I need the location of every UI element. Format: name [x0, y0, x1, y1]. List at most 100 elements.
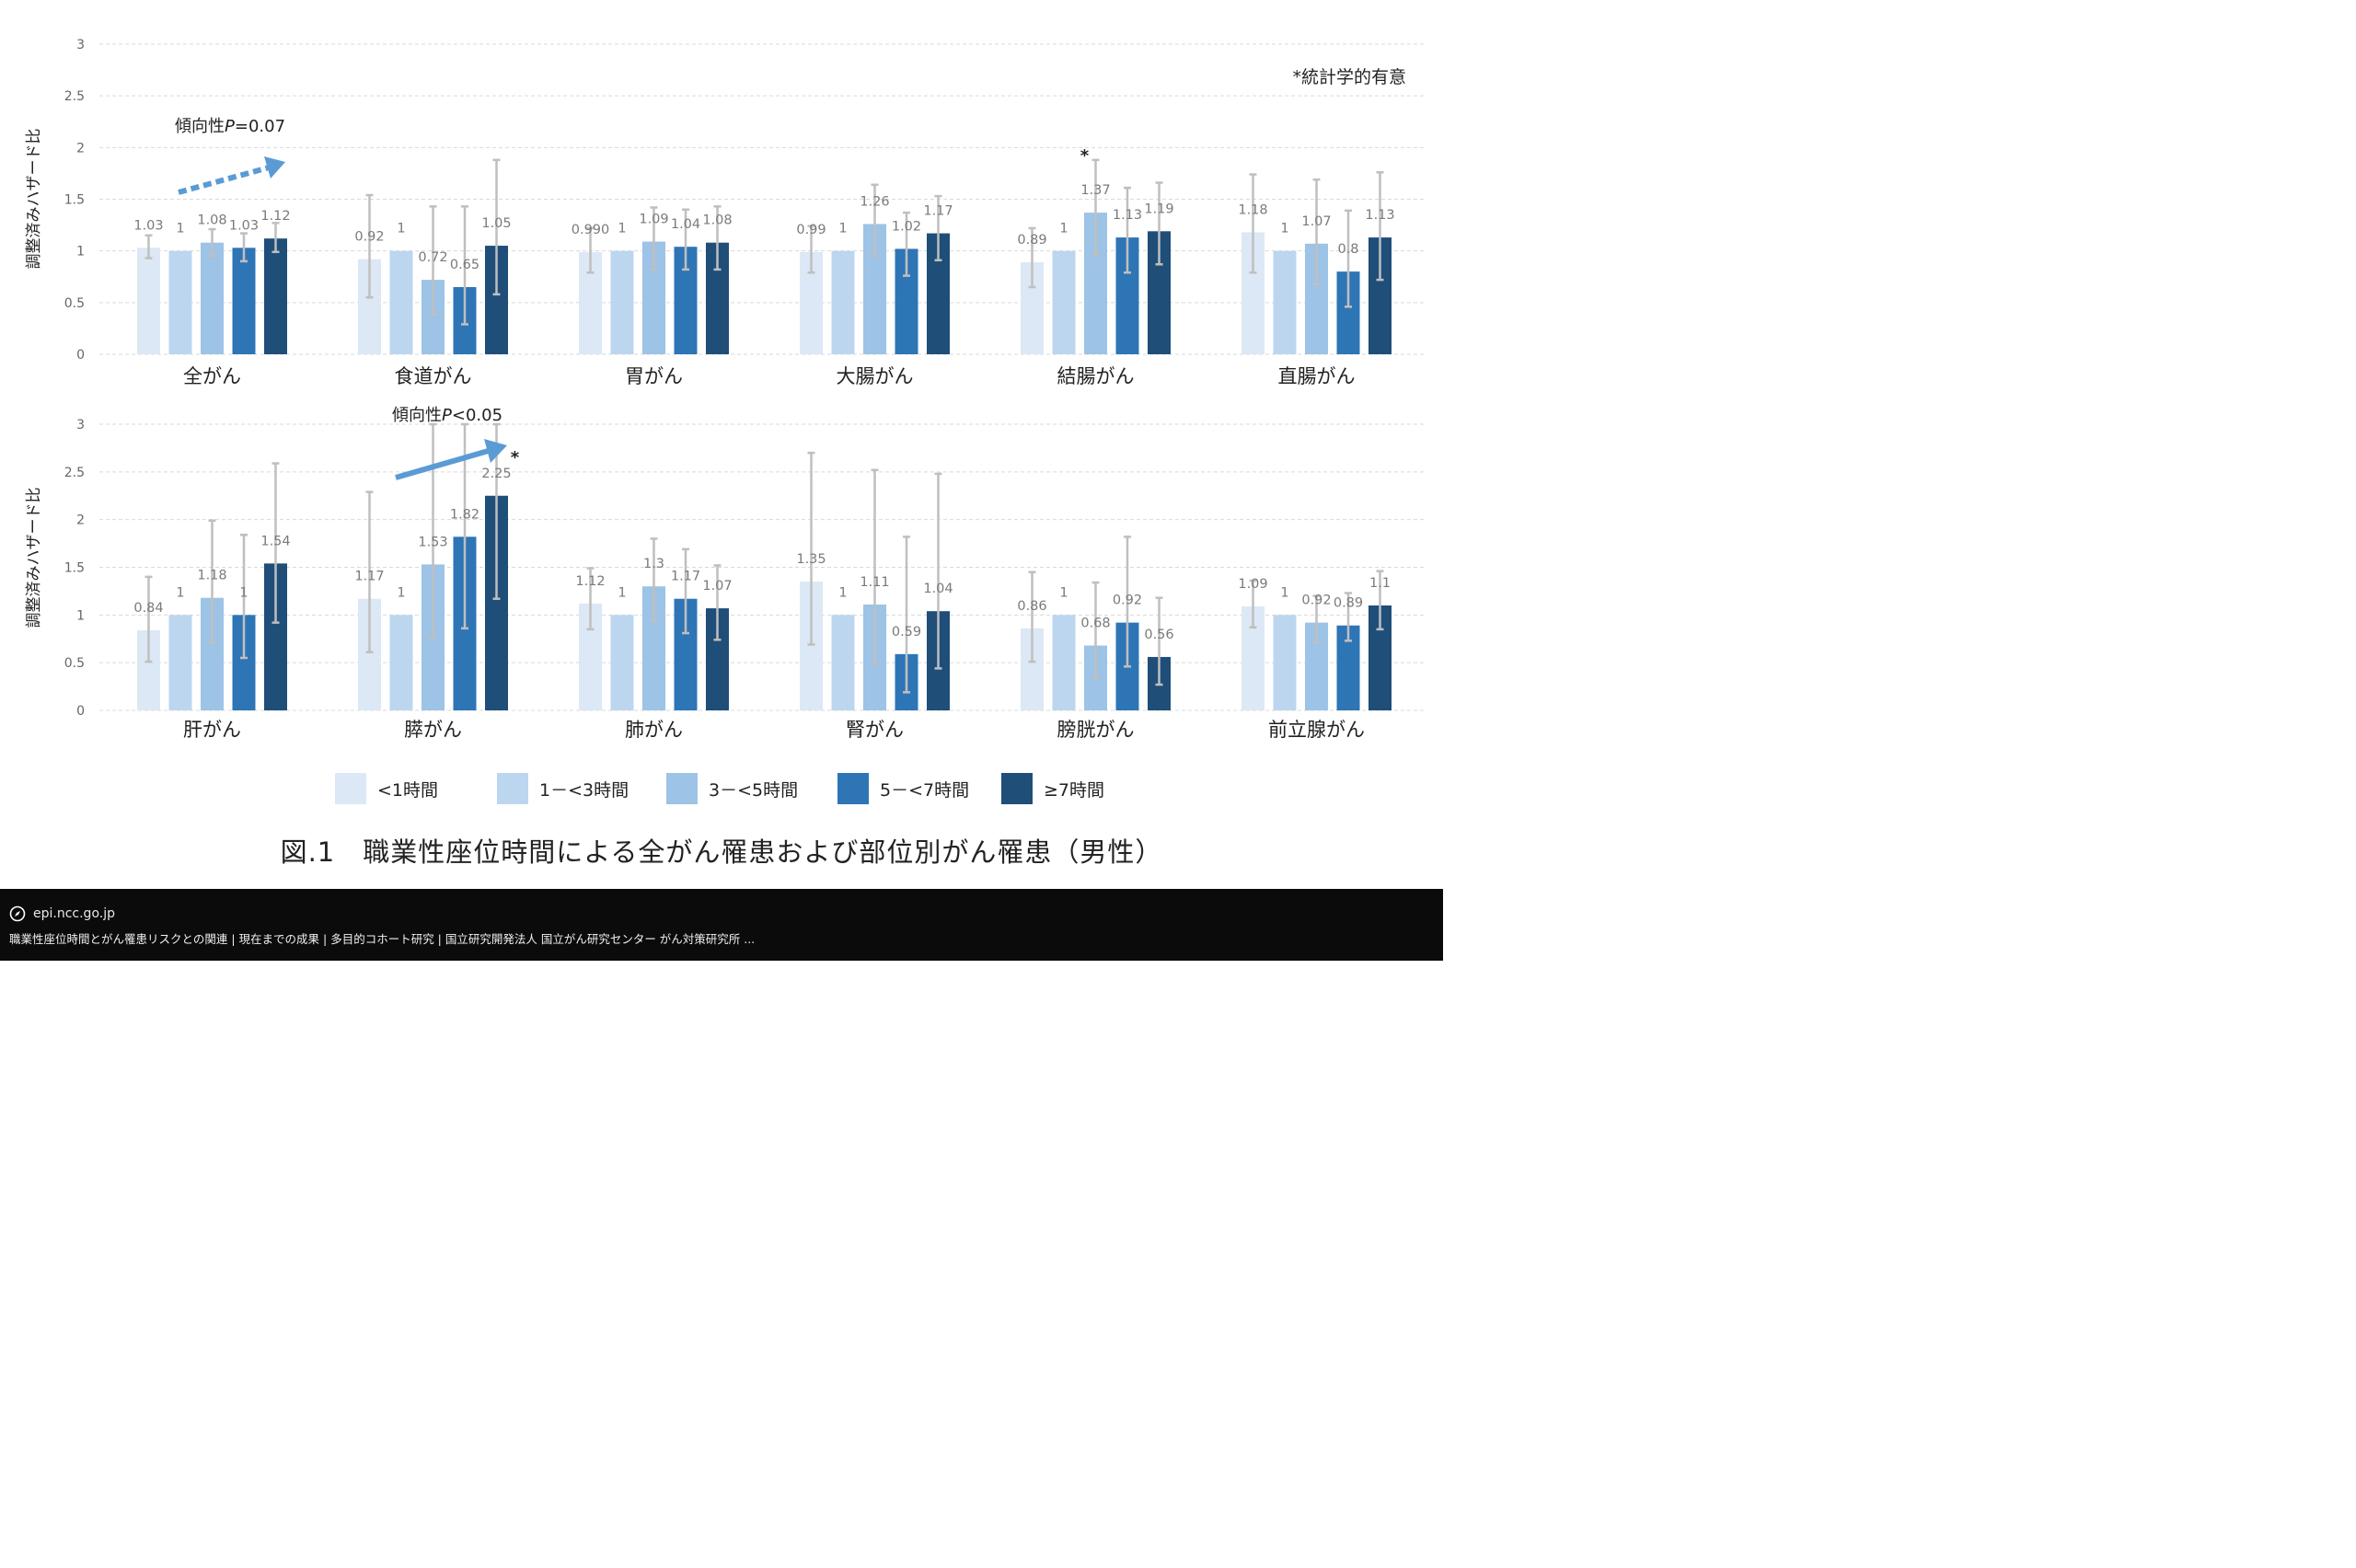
legend-label: 1－<3時間	[539, 779, 629, 801]
panel-1-y-tick-label: 0	[76, 348, 85, 363]
panel-2-y-tick-label: 3	[76, 418, 85, 432]
panel-1-bar	[610, 250, 634, 354]
panel-1-y-tick-label: 1	[76, 245, 85, 259]
source-domain[interactable]: epi.ncc.go.jp	[33, 906, 115, 921]
panel-2-data-label: 0.56	[1144, 628, 1173, 642]
source-bar[interactable]: epi.ncc.go.jp 職業性座位時間とがん罹患リスクとの関連 | 現在まで…	[0, 889, 1443, 961]
panel-1-data-label: 1.13	[1113, 208, 1142, 223]
panel-1-data-label: 1.13	[1365, 208, 1394, 223]
panel-2-y-tick-label: 0	[76, 704, 85, 719]
legend-swatch	[335, 773, 366, 804]
panel-1-bar	[831, 250, 855, 354]
panel-2-y-tick-label: 2.5	[64, 466, 85, 480]
panel-2-category-label: 肝がん	[183, 719, 241, 741]
panel-1-data-label: 1.08	[702, 213, 732, 228]
panel-2-data-label: 0.68	[1080, 617, 1110, 631]
panel-2-data-label: 0.59	[892, 625, 921, 640]
source-domain-row: epi.ncc.go.jp	[9, 905, 115, 922]
panel-2-data-label: 0.86	[1017, 599, 1046, 614]
trend-arrowhead	[264, 156, 285, 179]
panel-2-data-label: 1.11	[860, 575, 889, 590]
panel-1-bar	[168, 250, 192, 354]
panel-2-bar	[1052, 615, 1076, 710]
trend-arrow-dotted	[178, 164, 273, 195]
panel-2-category-label: 膵がん	[404, 719, 462, 741]
trend-arrow-solid	[395, 447, 492, 480]
panel-2-data-label: 1.17	[671, 570, 700, 584]
legend-item: ≥7時間	[1001, 770, 1104, 807]
panel-2-category-label: 肺がん	[625, 719, 683, 741]
legend-item: 3－<5時間	[666, 770, 798, 807]
panel-1-y-tick-label: 2.5	[64, 89, 85, 104]
panel-1-data-label: 1.03	[133, 218, 163, 233]
panel-1-trend-label: 傾向性P=0.07	[175, 117, 285, 136]
panel-1-data-label: 1.02	[892, 219, 921, 234]
panel-1-data-label: 1.19	[1144, 202, 1173, 216]
panel-2-data-label: 1.35	[796, 552, 826, 567]
panel-2-significance-asterisk: *	[511, 448, 520, 467]
panel-1-data-label: 0.89	[1017, 233, 1046, 248]
figure: 調整済みハザード比 0 0.5 1 1.5 2 2.5 3 1.03 1 1.08 1.03 1.12 全…	[0, 0, 1443, 889]
panel-2-bar	[1273, 615, 1297, 710]
panel-2-data-label: 1.18	[197, 569, 226, 583]
panel-2-data-label: 1.12	[575, 574, 605, 589]
panel-1-category-label: 全がん	[183, 365, 241, 387]
legend-label: 5－<7時間	[880, 779, 970, 801]
panel-2-data-label: 1.17	[354, 570, 384, 584]
legend-label: <1時間	[377, 779, 439, 801]
legend: <1時間 1－<3時間 3－<5時間 5－<7時間 ≥7時間	[335, 770, 1163, 807]
panel-1-y-tick-label: 0.5	[64, 296, 85, 311]
panel-1-bar	[264, 238, 287, 354]
panel-2-bar	[168, 615, 192, 710]
panel-2-data-label: 1	[1280, 585, 1288, 600]
panel-1-data-label: 1.12	[260, 209, 290, 224]
panel-1-data-label: 0.72	[418, 250, 447, 265]
legend-label: 3－<5時間	[709, 779, 799, 801]
panel-2-data-label: 0.92	[1301, 594, 1331, 608]
panel-2-bar	[610, 615, 634, 710]
panel-2-y-tick-label: 2	[76, 513, 85, 528]
panel-2-data-label: 1.3	[643, 557, 664, 571]
panel-1-data-label: 1	[1059, 222, 1068, 236]
panel-1-data-label: 1.04	[671, 217, 700, 232]
panel-2-category-label: 前立腺がん	[1268, 719, 1365, 741]
panel-2-category-label: 膀胱がん	[1057, 719, 1135, 741]
panel-1-bar	[137, 248, 160, 354]
panel-1-data-label: 1	[1280, 222, 1288, 236]
panel-1-data-label: 1.05	[481, 216, 511, 231]
legend-swatch	[497, 773, 528, 804]
panel-1-data-label: 1.09	[639, 213, 668, 227]
panel-1-data-label: 1	[176, 222, 184, 236]
panel-2-data-label: 1.07	[702, 579, 732, 594]
panel-1-data-label: 0.65	[450, 258, 479, 272]
panel-1-data-label: 1.08	[197, 213, 226, 228]
panel-2-data-label: 0.92	[1113, 594, 1142, 608]
panel-2-data-label: 1	[618, 585, 626, 600]
panel-1-bar	[1273, 250, 1297, 354]
panel-1-y-tick-label: 1.5	[64, 193, 85, 208]
panel-1-significance-asterisk: *	[1080, 146, 1090, 166]
panel-1-category-label: 胃がん	[625, 365, 683, 387]
panel-1-bar	[1052, 250, 1076, 354]
panel-1-data-label: 1.03	[229, 218, 259, 233]
legend-item: <1時間	[335, 770, 438, 807]
panel-2-y-tick-label: 0.5	[64, 656, 85, 671]
source-title[interactable]: 職業性座位時間とがん罹患リスクとの関連 | 現在までの成果 | 多目的コホート研…	[9, 932, 756, 946]
panel-1-data-label: 0.99	[796, 223, 826, 237]
panel-2-data-label: 1	[176, 585, 184, 600]
compass-icon	[9, 905, 26, 922]
panel-1-category-label: 直腸がん	[1278, 365, 1356, 387]
panel-2-trend-label: 傾向性P<0.05	[392, 406, 502, 425]
panel-1-bar	[389, 250, 413, 354]
panel-2-data-label: 1	[1059, 585, 1068, 600]
panel-2-data-label: 1	[838, 585, 847, 600]
legend-label: ≥7時間	[1044, 779, 1105, 801]
panel-1-data-label: 1	[838, 222, 847, 236]
panel-2-data-label: 0.89	[1334, 596, 1363, 611]
panel-1-data-label: 1.18	[1238, 202, 1267, 217]
figure-caption: 図.1 職業性座位時間による全がん罹患および部位別がん罹患（男性）	[280, 836, 1163, 868]
panel-2-data-label: 1.04	[923, 582, 953, 596]
panel-2-data-label: 1.53	[418, 535, 447, 549]
panel-2-data-label: 1.82	[450, 507, 479, 522]
